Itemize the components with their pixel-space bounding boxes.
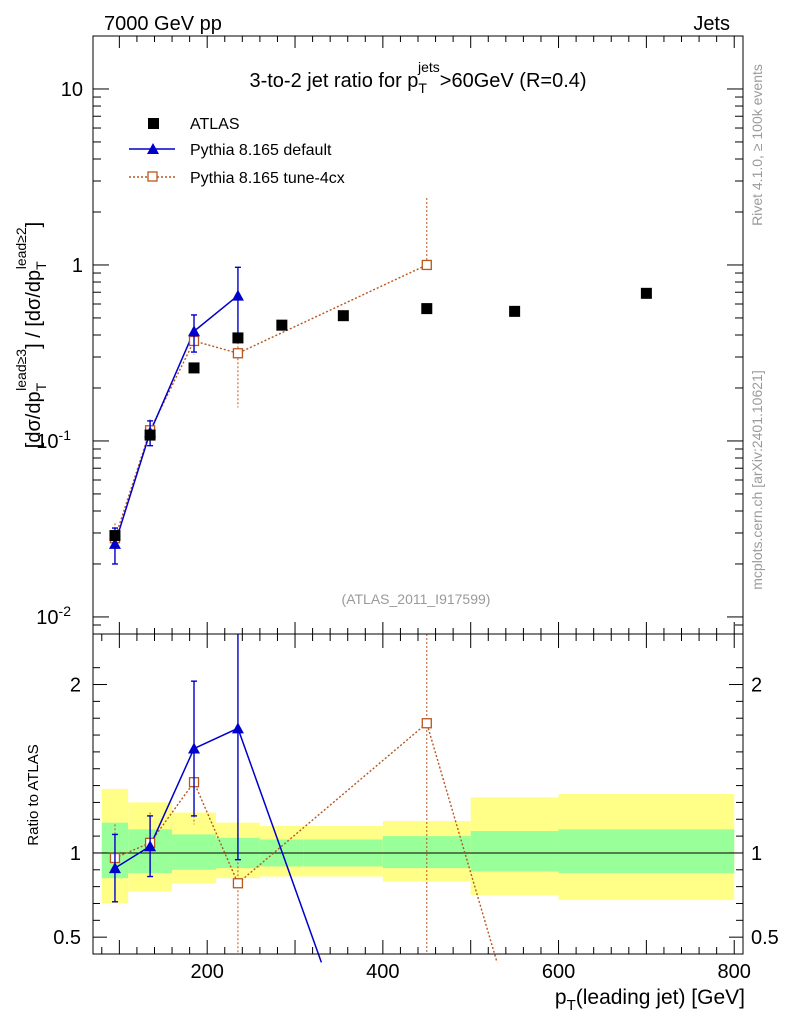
xlabel-sub: T	[567, 997, 576, 1014]
header-right: Jets	[693, 13, 730, 35]
ratio-series-layer	[108, 634, 498, 963]
band-inner-8	[558, 829, 735, 874]
tune-ratio-line	[114, 722, 498, 963]
uncertainty-bands	[101, 788, 735, 904]
ratio-ylabel: Ratio to ATLAS	[25, 744, 42, 845]
main-ytick-label-3: 10	[61, 79, 83, 101]
legend-default-marker	[147, 143, 159, 154]
header-left: 7000 GeV pp	[104, 13, 222, 35]
ratio-xtick-label-3: 800	[718, 961, 751, 983]
default-main-point	[108, 537, 121, 549]
ylabel-sub1: T	[33, 382, 49, 391]
ratio-ytick-label-right-1: 1	[751, 843, 762, 865]
default-ratio-point	[231, 722, 244, 734]
atlas-point	[109, 530, 121, 542]
ratio-xtick-label-0: 200	[191, 961, 224, 983]
ylabel-sub2: T	[33, 261, 49, 270]
x-axis-label: pT(leading jet) [GeV]	[555, 986, 745, 1014]
atlas-point	[232, 332, 244, 344]
ratio-ytick-label-right-0: 0.5	[751, 927, 779, 949]
main-y-axis: 10-2 10-1 1 10	[36, 35, 743, 635]
atlas-point	[337, 310, 349, 322]
main-series-layer	[108, 196, 652, 565]
tune-main-point	[232, 348, 244, 359]
default-ratio-point	[108, 862, 121, 874]
default-ratio-point	[144, 840, 157, 852]
title-pre: 3-to-2 jet ratio for p	[249, 70, 418, 92]
xlabel-b: (leading jet) [GeV]	[576, 986, 745, 1009]
ratio-axes: 0.5 0.5 1 1 2 2 200 400 600 800	[53, 634, 779, 983]
atlas-point	[421, 303, 433, 315]
main-title: 3-to-2 jet ratio for pTjets>60GeV (R=0.4…	[249, 59, 586, 96]
tune-ratio-point	[421, 718, 432, 729]
ratio-panel: 0.5 0.5 1 1 2 2 200 400 600 800 Ratio to ATLAS pT…	[25, 633, 779, 1014]
ratio-xtick-label-2: 600	[542, 961, 575, 983]
main-ylabel: [dσ/dpTlead≥3] / [dσ/dpTlead≥2]	[13, 222, 49, 448]
ylabel-sup2: lead≥2	[13, 227, 29, 269]
tune-ratio-point	[232, 878, 244, 889]
ylabel-a: [dσ/dp	[23, 391, 45, 448]
atlas-point	[188, 362, 200, 374]
ratio-ytick-label-2: 2	[70, 675, 81, 697]
ratio-ytick-label-right-2: 2	[751, 675, 762, 697]
legend-tune-marker	[147, 171, 158, 182]
ylabel-b: ] / [dσ/dp	[23, 270, 45, 349]
title-sup: jets	[417, 59, 440, 75]
band-inner-7	[470, 831, 559, 872]
default-main-line	[114, 294, 239, 545]
atlas-point	[276, 319, 288, 331]
ylabel-c: ]	[23, 222, 45, 228]
title-post: >60GeV (R=0.4)	[440, 70, 587, 92]
legend-tune-label: Pythia 8.165 tune-4cx	[190, 170, 345, 187]
legend-default-label: Pythia 8.165 default	[190, 142, 332, 159]
tune-main-point	[421, 259, 432, 271]
default-ratio-point	[188, 742, 201, 754]
ratio-ytick-label-0: 0.5	[53, 927, 81, 949]
default-main-point	[188, 325, 201, 337]
ylabel-sup1: lead≥3	[13, 349, 29, 391]
legend-atlas-label: ATLAS	[190, 116, 240, 133]
main-ytick-label-2: 1	[72, 255, 83, 277]
default-main-point	[231, 289, 244, 301]
analysis-watermark: (ATLAS_2011_I917599)	[342, 591, 491, 607]
atlas-point	[144, 429, 156, 441]
title-sub: T	[418, 80, 427, 96]
xlabel-a: p	[555, 986, 567, 1009]
band-inner-2	[172, 834, 216, 870]
ratio-ytick-label-1: 1	[70, 843, 81, 865]
atlas-point	[509, 305, 521, 317]
main-ytick-label-0: 10-2	[36, 603, 71, 629]
mcplots-side-label: mcplots.cern.ch [arXiv:2401.10621]	[749, 370, 765, 589]
tune-main-line	[114, 264, 428, 539]
ratio-xtick-label-1: 400	[366, 961, 399, 983]
legend: ATLAS Pythia 8.165 default Pythia 8.165 …	[129, 116, 345, 187]
rivet-side-label: Rivet 4.1.0, ≥ 100k events	[749, 64, 765, 226]
legend-atlas-marker	[148, 118, 159, 129]
atlas-point	[640, 287, 652, 299]
main-ytick-label-1: 10-1	[36, 427, 71, 453]
